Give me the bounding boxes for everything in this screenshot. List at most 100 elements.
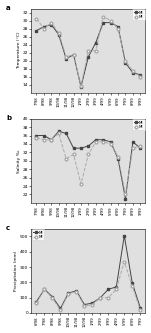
MI	[36, 134, 37, 138]
MI	[139, 308, 141, 312]
Line: MI: MI	[35, 130, 142, 200]
MI	[36, 29, 37, 33]
Line: MI: MI	[35, 234, 142, 310]
MI	[125, 61, 126, 65]
MI	[107, 296, 109, 300]
MI	[43, 25, 45, 29]
MI	[65, 57, 67, 61]
MI	[67, 291, 69, 295]
MI	[115, 287, 117, 291]
MI	[36, 301, 37, 305]
MI	[131, 284, 133, 288]
MI	[139, 146, 141, 150]
Legend: MI, MI: MI, MI	[132, 9, 145, 20]
MI	[44, 287, 45, 291]
MI	[84, 303, 85, 307]
MI	[139, 306, 141, 310]
MI	[43, 134, 45, 138]
MI	[51, 296, 53, 300]
MI	[102, 140, 104, 144]
MI	[43, 138, 45, 142]
MI	[58, 132, 60, 136]
MI	[117, 155, 119, 159]
MI	[139, 75, 141, 79]
MI	[36, 17, 37, 21]
Line: MI: MI	[35, 260, 142, 311]
MI	[107, 287, 109, 291]
MI	[87, 144, 89, 148]
MI	[84, 304, 85, 308]
MI	[117, 25, 119, 29]
MI	[100, 296, 101, 300]
MI	[50, 21, 52, 25]
MI	[100, 296, 101, 300]
MI	[132, 71, 134, 75]
MI	[95, 49, 97, 53]
MI	[115, 285, 117, 289]
Line: MI: MI	[35, 132, 142, 196]
Text: c: c	[6, 225, 10, 231]
MI	[125, 59, 126, 63]
MI	[117, 27, 119, 31]
MI	[102, 15, 104, 19]
MI	[67, 292, 69, 296]
MI	[76, 290, 77, 294]
MI	[110, 142, 112, 146]
Legend: MI, MI: MI, MI	[32, 229, 44, 240]
MI	[125, 192, 126, 196]
MI	[95, 41, 97, 45]
MI	[76, 289, 77, 293]
MI	[73, 53, 74, 57]
MI	[50, 23, 52, 27]
MI	[73, 146, 74, 150]
MI	[110, 21, 112, 25]
Line: MI: MI	[35, 21, 142, 88]
MI	[92, 301, 93, 305]
Y-axis label: Temperature (°C): Temperature (°C)	[16, 32, 21, 70]
MI	[50, 138, 52, 142]
MI	[36, 136, 37, 140]
MI	[80, 85, 82, 89]
MI	[80, 84, 82, 88]
MI	[110, 140, 112, 144]
MI	[58, 33, 60, 37]
MI	[95, 140, 97, 144]
Legend: MI, MI: MI, MI	[132, 120, 145, 130]
Y-axis label: Salinity ‰: Salinity ‰	[16, 149, 21, 172]
MI	[80, 182, 82, 186]
MI	[123, 260, 125, 264]
MI	[36, 299, 37, 303]
Text: a: a	[6, 5, 11, 11]
MI	[139, 73, 141, 77]
MI	[132, 140, 134, 144]
MI	[43, 27, 45, 31]
MI	[73, 53, 74, 57]
MI	[59, 306, 61, 310]
MI	[102, 21, 104, 25]
MI	[51, 295, 53, 299]
Text: b: b	[6, 115, 11, 121]
Line: MI: MI	[35, 15, 142, 87]
MI	[102, 138, 104, 142]
MI	[58, 129, 60, 133]
MI	[132, 69, 134, 73]
MI	[125, 197, 126, 201]
MI	[132, 146, 134, 150]
Y-axis label: Precipitation (mm): Precipitation (mm)	[14, 251, 18, 291]
MI	[92, 303, 93, 307]
MI	[110, 19, 112, 23]
MI	[87, 49, 89, 53]
MI	[58, 31, 60, 35]
MI	[87, 153, 89, 157]
MI	[65, 132, 67, 136]
MI	[65, 157, 67, 161]
MI	[59, 308, 61, 312]
MI	[65, 55, 67, 59]
MI	[73, 153, 74, 157]
MI	[44, 287, 45, 291]
MI	[80, 146, 82, 150]
MI	[117, 157, 119, 161]
MI	[50, 138, 52, 142]
MI	[87, 55, 89, 59]
MI	[123, 234, 125, 238]
